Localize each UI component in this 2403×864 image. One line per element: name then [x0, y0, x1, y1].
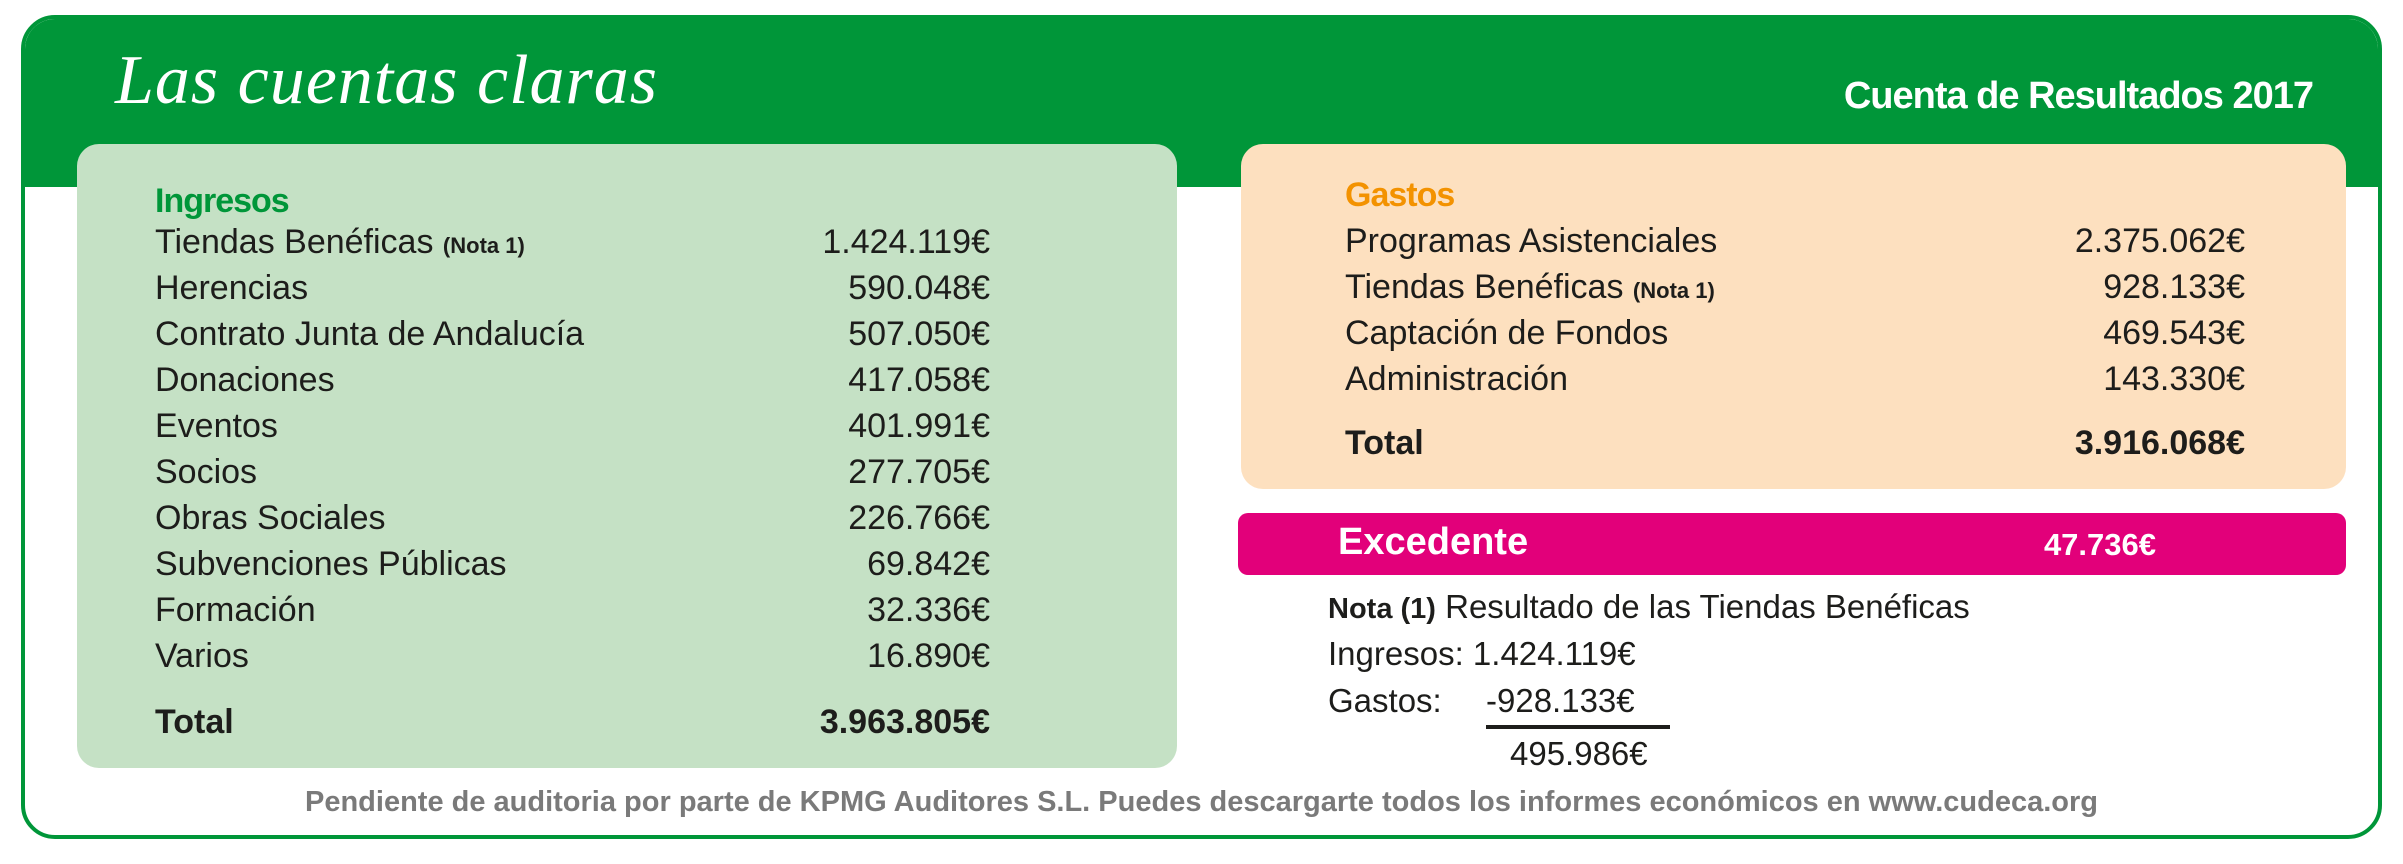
row-value: 16.890€: [867, 637, 990, 675]
row-label-text: Contrato Junta de Andalucía: [155, 315, 585, 353]
row-label: Tiendas Benéficas (Nota 1): [1345, 264, 1715, 314]
row-label: Herencias: [155, 265, 308, 311]
nota-ingresos-label: Ingresos:: [1328, 635, 1464, 672]
nota-gastos-label: Gastos:: [1328, 682, 1442, 719]
row-value: 469.543€: [2103, 314, 2245, 352]
row-value: 928.133€: [2103, 268, 2245, 306]
row-value: 590.048€: [848, 269, 990, 307]
row-value: 143.330€: [2103, 360, 2245, 398]
row-label-text: Socios: [155, 453, 258, 491]
row-note: (Nota 1): [442, 233, 525, 258]
total-label: Total: [155, 703, 234, 741]
row-label: Socios: [155, 449, 257, 495]
row-label-text: Tiendas Benéficas: [155, 223, 434, 261]
row-label: Tiendas Benéficas (Nota 1): [155, 219, 525, 269]
row-label-text: Obras Sociales: [155, 499, 386, 537]
gastos-total: Total 3.916.068€: [1345, 420, 2245, 466]
gastos-row: Tiendas Benéficas (Nota 1) 928.133€: [1345, 264, 2245, 310]
row-value: 32.336€: [867, 591, 990, 629]
total-value: 3.916.068€: [2074, 424, 2245, 462]
row-label-text: Eventos: [155, 407, 278, 445]
nota-result: 495.986€: [1510, 735, 1648, 772]
total-label: Total: [1345, 424, 1424, 462]
ingresos-row: Contrato Junta de Andalucía 507.050€: [155, 311, 990, 357]
row-label-text: Donaciones: [155, 361, 335, 399]
row-label-text: Administración: [1345, 360, 1568, 398]
page-title: Las cuentas claras: [115, 42, 658, 119]
row-value: 401.991€: [848, 407, 990, 445]
ingresos-row: Herencias 590.048€: [155, 265, 990, 311]
row-label: Donaciones: [155, 357, 335, 403]
ingresos-panel: Ingresos Tiendas Benéficas (Nota 1) 1.424…: [77, 144, 1177, 768]
footer-note: Pendiente de auditoria por parte de KPMG…: [304, 786, 2098, 818]
row-label-text: Captación de Fondos: [1345, 314, 1669, 352]
nota-bold: Nota (1): [1328, 593, 1436, 625]
sum-line: [1486, 725, 1670, 729]
row-value: 69.842€: [867, 545, 990, 583]
gastos-row: Administración 143.330€: [1345, 356, 2245, 402]
nota-ingresos-value: 1.424.119€: [1472, 635, 1636, 672]
nota-text: Resultado de las Tiendas Benéficas: [1445, 588, 1970, 625]
row-label: Obras Sociales: [155, 495, 386, 541]
row-value: 507.050€: [848, 315, 990, 353]
nota-gastos-value: -928.133€: [1486, 682, 1635, 719]
row-label: Administración: [1345, 356, 1568, 402]
row-label: Eventos: [155, 403, 278, 449]
excedente-bar: Excedente 47.736€: [1238, 513, 2346, 575]
ingresos-row: Eventos 401.991€: [155, 403, 990, 449]
row-label: Varios: [155, 633, 249, 679]
gastos-panel: Gastos Programas Asistenciales 2.375.062€…: [1241, 144, 2346, 489]
row-value: 277.705€: [848, 453, 990, 491]
row-value: 2.375.062€: [2074, 222, 2245, 260]
ingresos-row: Formación 32.336€: [155, 587, 990, 633]
row-value: 417.058€: [848, 361, 990, 399]
ingresos-row: Tiendas Benéficas (Nota 1) 1.424.119€: [155, 219, 990, 265]
row-label-text: Programas Asistenciales: [1345, 222, 1718, 260]
ingresos-row: Obras Sociales 226.766€: [155, 495, 990, 541]
row-value: 226.766€: [848, 499, 990, 537]
ingresos-heading: Ingresos: [155, 182, 290, 220]
row-label-text: Herencias: [155, 269, 309, 307]
nota-title: Nota (1) Resultado de las Tiendas Benéfi…: [1328, 588, 1970, 626]
row-label: Subvenciones Públicas: [155, 541, 507, 587]
row-note: (Nota 1): [1632, 278, 1715, 303]
page-subtitle: Cuenta de Resultados 2017: [1843, 75, 2314, 117]
row-label-text: Tiendas Benéficas: [1345, 268, 1624, 306]
ingresos-row: Varios 16.890€: [155, 633, 990, 679]
row-label-text: Formación: [155, 591, 316, 629]
gastos-heading: Gastos: [1345, 176, 1455, 214]
row-label: Formación: [155, 587, 316, 633]
row-value: 1.424.119€: [822, 223, 990, 261]
total-value: 3.963.805€: [819, 703, 990, 741]
ingresos-total: Total 3.963.805€: [155, 699, 990, 745]
excedente-label: Excedente: [1338, 521, 1529, 563]
row-label: Programas Asistenciales: [1345, 218, 1717, 264]
row-label-text: Varios: [155, 637, 249, 675]
ingresos-row: Subvenciones Públicas 69.842€: [155, 541, 990, 587]
row-label: Contrato Junta de Andalucía: [155, 311, 584, 357]
row-label: Captación de Fondos: [1345, 310, 1668, 356]
gastos-row: Captación de Fondos 469.543€: [1345, 310, 2245, 356]
nota-ingresos: Ingresos: 1.424.119€: [1328, 635, 1636, 673]
excedente-value: 47.736€: [2043, 527, 2156, 562]
gastos-row: Programas Asistenciales 2.375.062€: [1345, 218, 2245, 264]
row-label-text: Subvenciones Públicas: [155, 545, 507, 583]
ingresos-row: Donaciones 417.058€: [155, 357, 990, 403]
ingresos-row: Socios 277.705€: [155, 449, 990, 495]
